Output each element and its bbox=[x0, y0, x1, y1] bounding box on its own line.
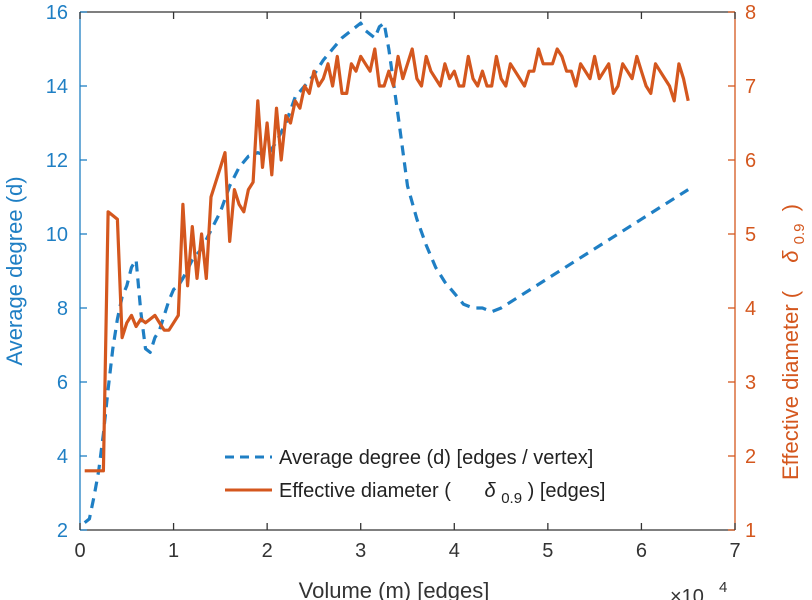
y-axis-label-right-close: ) bbox=[778, 204, 803, 211]
right-tick-label-2: 3 bbox=[745, 372, 756, 394]
legend-entry-2-suffix: ) [edges] bbox=[528, 480, 606, 502]
y-axis-label-right: Effective diameter ( δ 0.9 ) bbox=[778, 204, 809, 480]
x-tick-label-6: 6 bbox=[636, 540, 647, 562]
left-tick-label-5: 12 bbox=[46, 150, 68, 172]
x-tick-label-0: 0 bbox=[74, 540, 85, 562]
legend-entry-1-label: Average degree (d) [edges / vertex] bbox=[279, 447, 593, 469]
right-tick-label-4: 5 bbox=[745, 224, 756, 246]
y-axis-label-right-symbol: δ bbox=[778, 250, 803, 263]
legend-entry-2-subscript: 0.9 bbox=[501, 490, 522, 507]
average-degree-series-line bbox=[83, 21, 690, 524]
left-tick-label-3: 8 bbox=[57, 298, 68, 320]
x-ticks: 0 1 2 3 4 5 6 7 bbox=[74, 12, 741, 562]
x-tick-label-1: 1 bbox=[168, 540, 179, 562]
legend-entry-2-symbol: δ bbox=[485, 480, 497, 502]
left-y-ticks: 2 4 6 8 10 12 14 16 bbox=[46, 2, 87, 542]
right-tick-label-3: 4 bbox=[745, 298, 756, 320]
x-tick-label-3: 3 bbox=[355, 540, 366, 562]
left-tick-label-6: 14 bbox=[46, 76, 68, 98]
legend-entry-2-label: Effective diameter ( δ 0.9 ) [edges] bbox=[279, 480, 605, 508]
y-axis-label-left: Average degree (d) bbox=[2, 176, 27, 365]
x-tick-label-4: 4 bbox=[449, 540, 460, 562]
axes bbox=[79, 11, 736, 531]
right-tick-label-6: 7 bbox=[745, 76, 756, 98]
x-exponent-label: ×10 bbox=[670, 586, 704, 600]
x-tick-label-2: 2 bbox=[262, 540, 273, 562]
x-exponent-power: 4 bbox=[719, 579, 727, 596]
legend-entry-2-prefix: Effective diameter ( bbox=[279, 480, 451, 502]
effective-diameter-series-line bbox=[84, 47, 690, 473]
left-tick-label-4: 10 bbox=[46, 224, 68, 246]
left-tick-label-0: 2 bbox=[57, 520, 68, 542]
y-axis-label-right-main: Effective diameter ( bbox=[778, 290, 803, 480]
right-tick-label-1: 2 bbox=[745, 446, 756, 468]
right-tick-label-7: 8 bbox=[745, 2, 756, 24]
left-tick-label-2: 6 bbox=[57, 372, 68, 394]
x-tick-label-5: 5 bbox=[542, 540, 553, 562]
x-tick-label-7: 7 bbox=[729, 540, 740, 562]
x-axis-label: Volume (m) [edges] bbox=[299, 578, 490, 600]
left-tick-label-1: 4 bbox=[57, 446, 68, 468]
legend: Average degree (d) [edges / vertex] Effe… bbox=[225, 447, 605, 508]
right-tick-label-5: 6 bbox=[745, 150, 756, 172]
left-tick-label-7: 16 bbox=[46, 2, 68, 24]
right-y-ticks: 1 2 3 4 5 6 7 8 bbox=[728, 2, 756, 542]
series-lines bbox=[83, 21, 690, 524]
right-tick-label-0: 1 bbox=[745, 520, 756, 542]
y-axis-label-right-subscript: 0.9 bbox=[791, 224, 808, 245]
